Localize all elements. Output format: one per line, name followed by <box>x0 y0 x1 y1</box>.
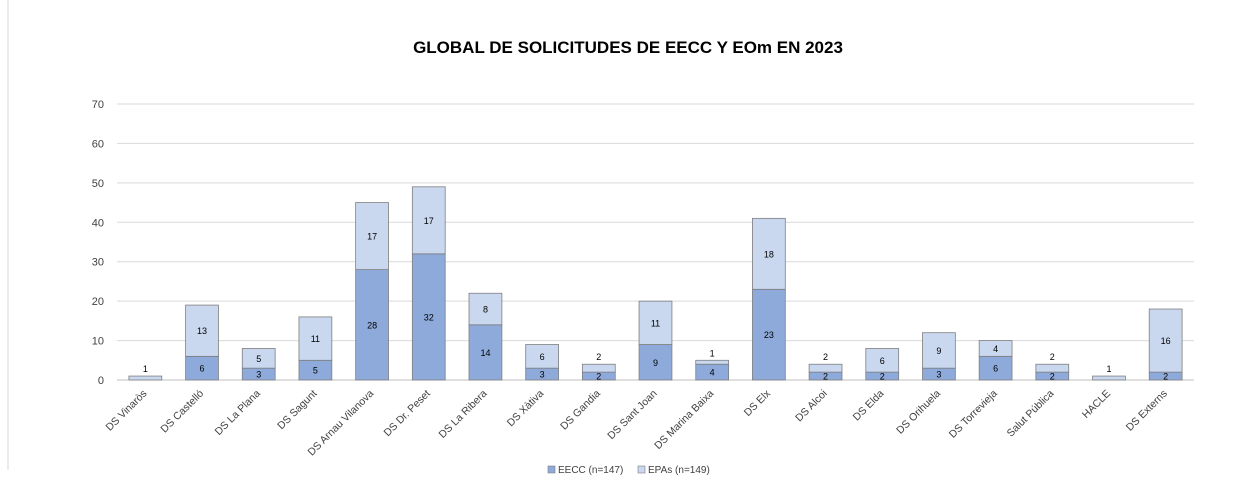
legend-swatch <box>547 465 556 474</box>
bar-segment-epas <box>922 332 956 369</box>
bar-segment-epas <box>241 348 276 369</box>
data-label-eecc: 3 <box>256 370 261 380</box>
data-label-epas: 2 <box>596 352 601 362</box>
y-tick-label: 10 <box>92 336 104 348</box>
data-label-epas: 6 <box>540 352 545 362</box>
data-label-epas: 17 <box>367 232 377 242</box>
data-label-epas: 6 <box>880 356 885 366</box>
data-label-epas: 1 <box>1106 364 1111 374</box>
bar-segment-epas <box>581 363 616 373</box>
data-label-eecc: 9 <box>653 358 658 368</box>
legend: EECC (n=147) EPAs (n=149) <box>547 465 710 476</box>
data-label-epas: 5 <box>256 354 261 364</box>
bar-segment-epas <box>695 359 730 365</box>
x-category-label: DS La Plana <box>213 388 263 438</box>
data-label-eecc: 28 <box>367 320 377 330</box>
x-category-label: DS Alcoi <box>793 388 830 425</box>
bar-segment-eecc <box>638 344 673 381</box>
data-label-epas: 8 <box>483 305 488 315</box>
x-category-label: DS Castelló <box>158 388 206 436</box>
data-label-epas: 13 <box>197 326 207 336</box>
data-label-eecc: 5 <box>313 366 318 376</box>
data-label-eecc: 3 <box>540 370 545 380</box>
bar-segment-eecc <box>752 288 786 381</box>
bar-segment-epas <box>185 304 219 357</box>
y-tick-label: 50 <box>92 178 104 190</box>
data-label-eecc: 2 <box>880 372 885 382</box>
x-category-label: DS Sagunt <box>275 388 319 432</box>
y-tick-label: 30 <box>92 257 104 269</box>
data-label-epas: 2 <box>823 352 828 362</box>
x-category-label: DS Elda <box>851 388 887 424</box>
data-labels: 1 613355112817321714836229114123182226396… <box>143 216 1171 382</box>
data-label-epas: 11 <box>651 318 660 328</box>
data-label-epas: 16 <box>1161 336 1171 346</box>
data-label-eecc: 14 <box>480 348 490 358</box>
legend-label: EPAs (n=149) <box>648 465 710 476</box>
y-tick-label: 40 <box>92 217 104 229</box>
bar-segment-epas <box>1035 363 1070 373</box>
bar-segment-epas <box>1148 308 1183 373</box>
data-label-eecc: 2 <box>596 372 601 382</box>
bar-segment-epas <box>638 300 673 345</box>
bar-segment-eecc <box>468 324 503 381</box>
data-label-eecc: 2 <box>1163 372 1168 382</box>
x-category-label: DS Dr. Peset <box>381 388 432 439</box>
y-tick-label: 60 <box>92 138 104 150</box>
data-label-epas: 1 <box>710 348 715 358</box>
data-label-eecc: 23 <box>764 330 774 340</box>
legend-swatch <box>637 465 646 474</box>
bar-segment-epas <box>808 363 843 373</box>
data-label-eecc: 32 <box>424 312 434 322</box>
y-axis-ticks: 0 10 20 30 40 50 60 70 <box>92 99 104 387</box>
y-tick-label: 0 <box>98 375 104 387</box>
data-label-epas: 11 <box>311 334 320 344</box>
bar-segment-epas <box>525 344 559 369</box>
bar-segment-eecc <box>355 269 389 381</box>
y-tick-label: 20 <box>92 296 104 308</box>
data-label-eecc: 6 <box>200 364 205 374</box>
chart-title: GLOBAL DE SOLICITUDES DE EECC Y EOm EN 2… <box>413 38 843 57</box>
x-category-label: DS Xàtiva <box>505 388 547 430</box>
data-label-epas: 2 <box>1050 352 1055 362</box>
x-category-label: DS Elx <box>742 387 774 419</box>
data-label-epas: 17 <box>424 216 434 226</box>
data-label-eecc: 4 <box>710 368 715 378</box>
y-tick-label: 70 <box>92 99 104 111</box>
bar-segment-epas <box>468 292 503 326</box>
bar-segment-epas <box>411 186 446 255</box>
data-label-epas: 1 <box>143 364 148 374</box>
x-axis-categories: DS Vinaròs DS Castelló DS La Plana DS Sagun… <box>104 387 1170 458</box>
data-label-eecc: 2 <box>1050 372 1055 382</box>
gridlines <box>117 103 1194 381</box>
x-category-label: DS La Ribera <box>437 388 490 441</box>
bar-segment-epas <box>298 316 333 361</box>
data-label-eecc: 2 <box>823 372 828 382</box>
x-category-label: DS Marina Baixa <box>652 388 716 452</box>
bar-segment-epas <box>978 340 1013 357</box>
x-category-label: DS Orihuela <box>894 388 943 437</box>
x-category-label: DS Vinaròs <box>104 388 150 434</box>
data-label-eecc: 3 <box>936 370 941 380</box>
x-category-label: DS Externs <box>1124 388 1170 434</box>
bar-segment-epas <box>355 202 389 270</box>
legend-label: EECC (n=147) <box>558 465 623 476</box>
x-category-label: HACLE <box>1080 388 1113 421</box>
data-label-epas: 18 <box>764 249 774 259</box>
data-label-eecc: 6 <box>993 364 998 374</box>
x-category-label: Salut Pública <box>1005 388 1057 440</box>
x-category-label: DS Torrevieja <box>947 388 1000 441</box>
data-label-epas: 4 <box>993 344 998 354</box>
x-category-label: DS Sant Joan <box>605 388 659 442</box>
bar-segment-epas <box>128 375 163 381</box>
x-category-label: DS Gandia <box>558 388 603 433</box>
bar-segment-epas <box>1092 375 1126 381</box>
bars <box>128 186 1183 381</box>
data-label-epas: 9 <box>936 346 941 356</box>
bar-segment-epas <box>752 217 786 290</box>
bar-segment-epas <box>865 348 900 373</box>
